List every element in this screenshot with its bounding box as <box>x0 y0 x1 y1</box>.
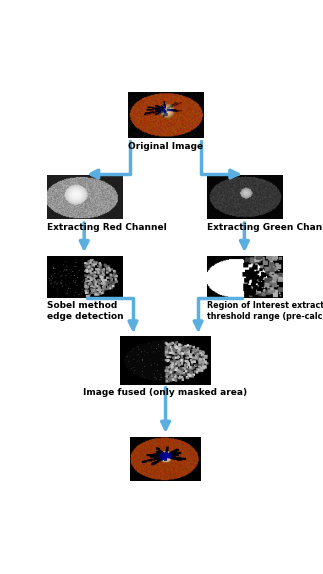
Text: Extracting Green Channel: Extracting Green Channel <box>207 223 323 232</box>
Text: Image fused (only masked area): Image fused (only masked area) <box>83 389 248 397</box>
Text: Region of Interest extracted by sim
threshold range (pre-calculated): Region of Interest extracted by sim thre… <box>207 301 323 320</box>
Text: Sobel method
edge detection: Sobel method edge detection <box>47 301 123 320</box>
Text: Original Image: Original Image <box>128 142 203 151</box>
Text: Extracting Red Channel: Extracting Red Channel <box>47 223 166 232</box>
